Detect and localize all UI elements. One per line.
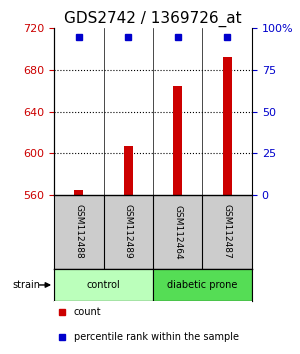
Bar	[54, 269, 153, 301]
Text: GSM112464: GSM112464	[173, 205, 182, 259]
Text: strain: strain	[12, 280, 40, 290]
Text: control: control	[87, 280, 120, 290]
Bar	[153, 269, 252, 301]
Text: GSM112487: GSM112487	[223, 205, 232, 259]
Bar	[124, 146, 133, 195]
Text: GSM112488: GSM112488	[74, 205, 83, 259]
Bar	[74, 189, 83, 195]
Bar	[223, 57, 232, 195]
Text: percentile rank within the sample: percentile rank within the sample	[74, 332, 239, 342]
Text: count: count	[74, 307, 101, 317]
Text: GSM112489: GSM112489	[124, 205, 133, 259]
Bar	[173, 86, 182, 195]
Title: GDS2742 / 1369726_at: GDS2742 / 1369726_at	[64, 11, 242, 27]
Text: diabetic prone: diabetic prone	[167, 280, 238, 290]
